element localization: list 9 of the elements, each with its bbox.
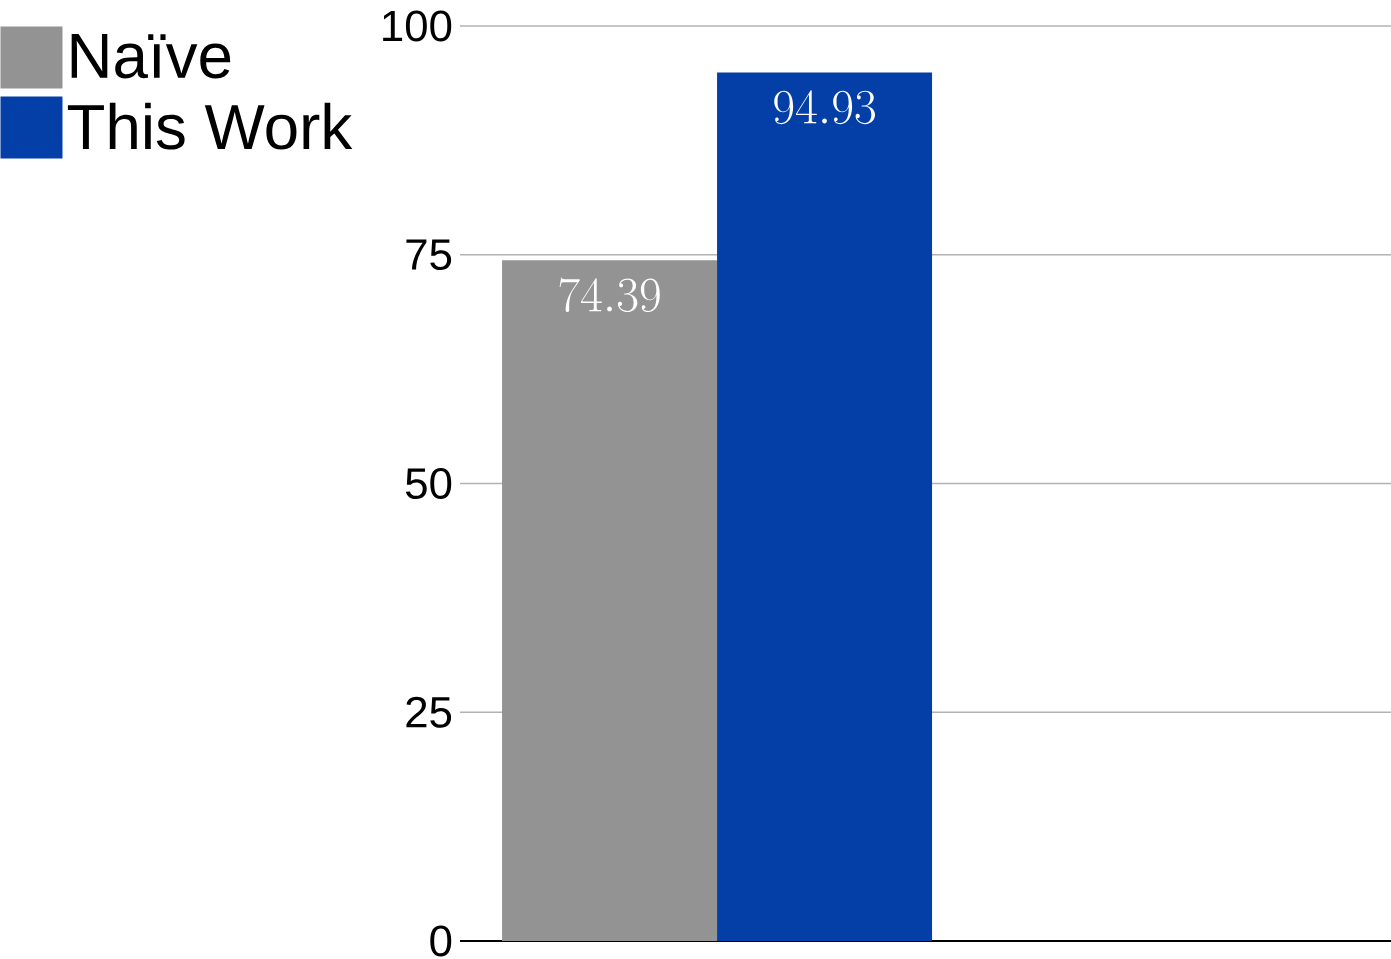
legend-label: This Work bbox=[67, 102, 353, 150]
y-tick-label: 100 bbox=[383, 10, 452, 42]
data-label: 94.93 bbox=[774, 90, 876, 125]
y-tick-label: 25 bbox=[406, 696, 452, 728]
data-label: 74.39 bbox=[559, 277, 660, 313]
legend-label: Naïve bbox=[71, 33, 231, 79]
y-tick-label: 0 bbox=[430, 925, 452, 957]
y-tick-label: 50 bbox=[405, 467, 452, 500]
y-tick-label: 75 bbox=[406, 239, 452, 271]
